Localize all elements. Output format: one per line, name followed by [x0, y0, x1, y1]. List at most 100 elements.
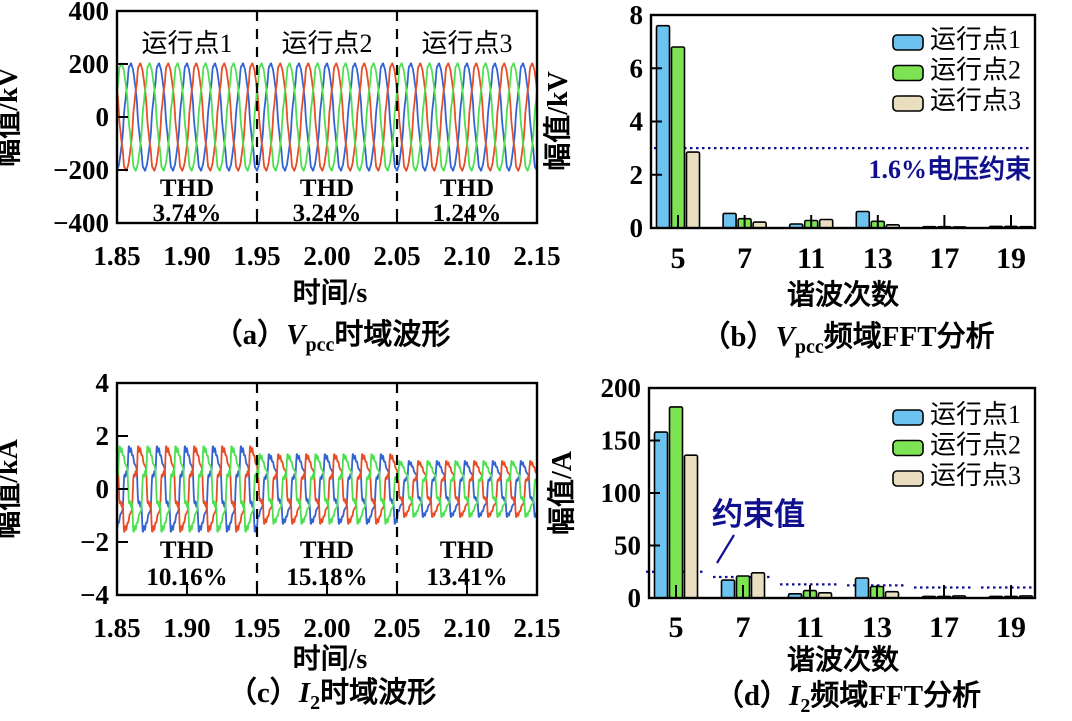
caption-a-rest: 时域波形: [334, 318, 450, 351]
x-tick-label: 2.05: [373, 241, 420, 271]
plot-frame: [649, 13, 1037, 230]
legend-label: 运行点2: [930, 431, 1021, 460]
y-tick-label: 0: [96, 102, 110, 132]
bar-series3-h5: [683, 454, 699, 599]
x-tick-label: 11: [797, 242, 825, 275]
legend-label: 运行点1: [930, 25, 1021, 54]
legend-swatch: [892, 64, 924, 82]
y-tick-label: 4: [96, 368, 110, 398]
y-axis-label-b: 幅值/kV: [542, 71, 574, 171]
legend-label: 运行点3: [930, 86, 1021, 115]
bar-series1-h7: [720, 579, 736, 599]
constraint-leader-line: [716, 534, 735, 564]
y-tick-label: 2: [630, 160, 644, 190]
y-tick-label: 8: [630, 0, 644, 30]
caption-d-variable: I: [788, 680, 802, 712]
x-tick-label: 2.00: [303, 241, 350, 271]
x-tick-label: 1.95: [233, 241, 280, 271]
y-tick-label: −200: [53, 155, 109, 185]
waveform-phase-2: [117, 445, 537, 533]
legend-swatch: [892, 95, 924, 112]
plot-frame: [115, 9, 539, 225]
thd-value: 10.16%: [146, 564, 227, 591]
legend-swatch: [892, 409, 924, 426]
voltage-constraint-label: 1.6%电压约束: [868, 154, 1032, 184]
legend-label: 运行点2: [930, 56, 1021, 85]
legend-label: 运行点1: [930, 400, 1021, 429]
x-tick-label: 2.05: [373, 613, 420, 643]
caption-a: （a）Vpcc时域波形: [214, 318, 451, 356]
x-tick-label: 1.90: [163, 613, 210, 643]
x-tick-label: 5: [671, 242, 686, 275]
plot-frame: [647, 386, 1037, 600]
x-tick-label: 17: [929, 242, 959, 275]
thd-title: THD: [440, 175, 494, 202]
x-axis-label-c: 时间/s: [293, 643, 368, 675]
legend-swatch: [892, 470, 924, 487]
legend-item: 运行点1: [892, 25, 1021, 54]
x-tick-label: 19: [996, 242, 1026, 275]
caption-a-subscript: pcc: [305, 334, 334, 356]
x-tick-label: 1.90: [163, 241, 210, 271]
waveform-phase-3: [117, 445, 537, 533]
legend-label: 运行点3: [930, 461, 1021, 490]
operating-point-label: 运行点3: [421, 29, 512, 58]
x-tick-label: 13: [862, 611, 892, 644]
y-axis-label-a: 幅值/kV: [0, 67, 24, 167]
y-tick-label: 4: [630, 107, 644, 137]
y-tick-label: 6: [630, 53, 644, 83]
caption-b-rest: 频域FFT分析: [824, 320, 995, 353]
x-tick-label: 1.85: [93, 613, 140, 643]
x-axis-label-a: 时间/s: [293, 277, 368, 309]
bar-series2-h5: [668, 406, 684, 599]
x-tick-label: 1.85: [93, 241, 140, 271]
bar-series2-h5: [670, 46, 686, 229]
bar-series3-h11: [818, 218, 834, 229]
caption-a-variable: V: [286, 319, 308, 351]
waveform-phase-3: [117, 62, 537, 172]
caption-d-rest: 频域FFT分析: [810, 679, 981, 712]
y-axis-label-d: 幅值/A: [546, 450, 578, 535]
x-tick-label: 11: [796, 611, 824, 644]
operating-point-label: 运行点1: [141, 29, 232, 58]
x-tick-label: 2.00: [303, 613, 350, 643]
plot-frame: [115, 381, 539, 597]
caption-c-subscript: 2: [310, 692, 320, 714]
caption-d: （d）I2频域FFT分析: [715, 679, 981, 717]
bar-series3-h7: [750, 571, 766, 599]
thd-title: THD: [160, 537, 214, 564]
x-tick-label: 2.15: [513, 241, 560, 271]
subplot-c-i2-time-waveform: 420−2−41.85 1.90 1.95 2.00 2.05 2.10 2.15THD10…: [0, 368, 561, 714]
x-tick-label: 1.95: [233, 613, 280, 643]
y-tick-label: 100: [601, 478, 642, 508]
legend-swatch: [892, 34, 924, 51]
bar-series1-h13: [854, 577, 870, 599]
y-tick-label: −400: [53, 208, 109, 238]
y-tick-label: 50: [614, 531, 641, 561]
x-axis-label-d: 谐波次数: [787, 644, 900, 676]
y-tick-label: 0: [630, 213, 644, 243]
legend-item: 运行点3: [892, 461, 1021, 490]
thd-title: THD: [300, 175, 354, 202]
y-tick-label: 400: [69, 0, 110, 26]
x-tick-label: 17: [929, 611, 959, 644]
x-tick-label: 2.15: [513, 613, 560, 643]
caption-c-rest: 时域波形: [320, 676, 436, 709]
caption-b-variable: V: [776, 321, 798, 353]
thd-value: 15.18%: [286, 564, 367, 591]
y-tick-label: −4: [80, 580, 109, 610]
caption-d-prefix: （d）: [715, 679, 789, 712]
thd-title: THD: [440, 537, 494, 564]
y-axis-label-c: 幅值/kA: [0, 438, 24, 538]
bar-series1-h5: [655, 24, 671, 229]
caption-c-variable: I: [298, 677, 312, 709]
x-tick-label: 7: [737, 242, 752, 275]
bar-series3-h5: [685, 151, 701, 229]
caption-b: （b）Vpcc频域FFT分析: [701, 320, 994, 358]
